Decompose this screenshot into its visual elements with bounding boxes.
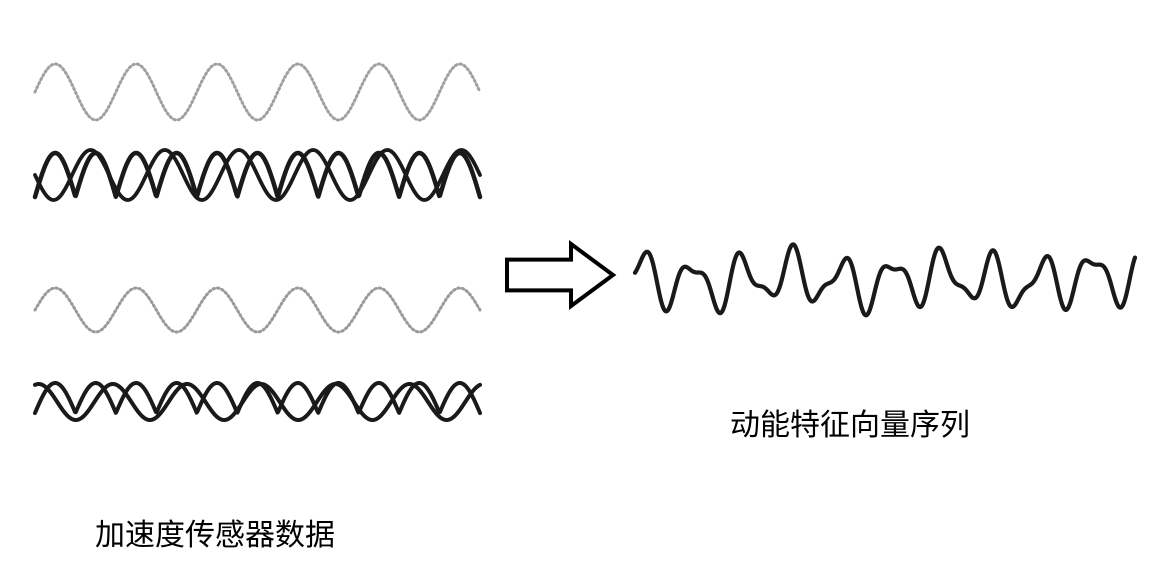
left-wave-svg: [35, 20, 480, 450]
right-arrow-icon: [505, 240, 615, 310]
right-caption: 动能特征向量序列: [730, 400, 970, 444]
right-wave-block: [635, 220, 1135, 340]
wave-left-4: [35, 288, 480, 332]
left-caption: 加速度传感器数据: [95, 510, 335, 554]
right-wave-svg: [635, 220, 1135, 340]
arrow-block: [505, 240, 615, 310]
wave-left-6: [35, 384, 480, 420]
diagram-canvas: 加速度传感器数据 动能特征向量序列: [0, 0, 1155, 573]
wave-right-output: [635, 244, 1135, 315]
left-wave-block: [35, 20, 480, 450]
wave-left-5: [35, 383, 480, 413]
wave-left-1: [35, 64, 480, 120]
